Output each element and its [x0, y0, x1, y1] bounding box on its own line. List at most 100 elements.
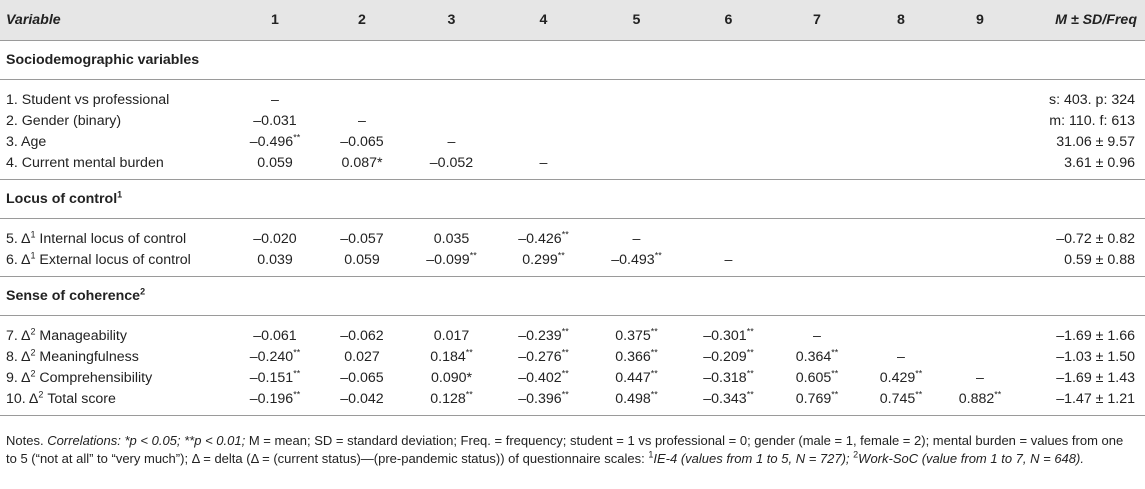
section-title: Sense of coherence2	[0, 275, 1145, 316]
section-title: Sociodemographic variables	[0, 40, 1145, 80]
corr-value: –	[897, 349, 905, 365]
corr-value: –0.099	[426, 252, 470, 268]
corr-cell-8: 0.429**	[860, 368, 942, 389]
significance-marker: **	[293, 132, 301, 143]
corr-value: 0.035	[433, 231, 470, 247]
corr-cell-6	[683, 229, 774, 250]
significance-marker: **	[650, 326, 658, 337]
row-mean-sd: s: 403. p: 324	[1049, 92, 1135, 108]
row-label-text: 2. Gender (binary)	[6, 113, 122, 129]
row-label-text: 6. Δ	[6, 252, 31, 268]
corr-cell-7: 0.364**	[774, 347, 860, 368]
spacer-row	[0, 218, 1145, 229]
row-label: 5. Δ1 Internal locus of control	[0, 229, 232, 250]
corr-value: 0.605	[795, 370, 832, 386]
corr-cell-8	[860, 132, 942, 153]
corr-cell-6: –0.209**	[683, 347, 774, 368]
corr-cell-4: –0.239**	[497, 326, 590, 347]
row-label-text: 7. Δ	[6, 328, 31, 344]
corr-cell-1: –0.240**	[232, 347, 318, 368]
corr-value: –0.061	[253, 328, 297, 344]
corr-cell-2: –0.042	[318, 388, 406, 416]
table-row: 7. Δ2 Manageability –0.061 –0.062 0.017 –0.2…	[0, 326, 1145, 347]
row-label: 2. Gender (binary)	[0, 111, 232, 132]
corr-cell-3: –0.052	[406, 152, 497, 180]
significance-marker: **	[650, 389, 658, 400]
corr-cell-3: 0.035	[406, 229, 497, 250]
corr-cell-5: 0.498**	[590, 388, 683, 416]
corr-value: 0.745	[879, 391, 916, 407]
section-title-sup: 2	[140, 285, 146, 296]
corr-cell-1: –0.196**	[232, 388, 318, 416]
corr-value: –0.209	[703, 349, 747, 365]
table-row: 9. Δ2 Comprehensibility –0.151** –0.065 0.0…	[0, 368, 1145, 389]
table-row: 6. Δ1 External locus of control 0.039 0.05…	[0, 249, 1145, 277]
corr-cell-8: –	[860, 347, 942, 368]
section-title-text: Sociodemographic variables	[6, 51, 200, 68]
row-mean-sd: 31.06 ± 9.57	[1056, 134, 1135, 150]
corr-cell-1: –0.061	[232, 326, 318, 347]
significance-marker: **	[465, 347, 473, 358]
row-label: 8. Δ2 Meaningfulness	[0, 347, 232, 368]
row-label-text: 4. Current mental burden	[6, 155, 164, 171]
table-notes: Notes. Correlations: *p < 0.05; **p < 0.…	[6, 432, 1136, 468]
row-label: 3. Age	[0, 132, 232, 153]
row-label-text: 10. Δ	[6, 391, 39, 407]
spacer-row	[0, 315, 1145, 326]
notes-sup-1: 1	[648, 449, 654, 460]
corr-cell-4: –0.396**	[497, 388, 590, 416]
significance-marker: **	[561, 229, 569, 240]
corr-cell-4: –0.276**	[497, 347, 590, 368]
corr-value: –0.196	[249, 391, 294, 407]
corr-cell-5: 0.375**	[590, 326, 683, 347]
corr-value: –0.062	[340, 328, 384, 344]
corr-cell-5	[590, 90, 683, 111]
header-row: Variable 1 2 3 4 5 6 7 8 9 M ± SD/Freq	[0, 0, 1145, 41]
significance-marker: **	[650, 368, 658, 379]
section-row: Locus of control1	[0, 178, 1145, 219]
corr-value: –0.402	[518, 370, 562, 386]
row-label: 10. Δ2 Total score	[0, 388, 232, 416]
corr-value: –	[976, 370, 984, 386]
header-col-1: 1	[232, 0, 318, 41]
corr-cell-4: –0.426**	[497, 229, 590, 250]
row-label-text: 3. Age	[6, 134, 47, 150]
corr-value: –0.020	[253, 231, 297, 247]
significance-marker: **	[650, 347, 658, 358]
header-col-4: 4	[497, 0, 590, 41]
notes-definitions: M = mean; SD = standard deviation; Freq.…	[6, 433, 1124, 466]
row-mean-sd: 3.61 ± 0.96	[1018, 152, 1145, 180]
corr-value: 0.429	[879, 370, 916, 386]
corr-value: –0.239	[518, 328, 562, 344]
delta-sup: 2	[38, 389, 44, 400]
corr-cell-7	[774, 229, 860, 250]
corr-value: 0.364	[795, 349, 832, 365]
corr-cell-2: –0.057	[318, 229, 406, 250]
row-label: 1. Student vs professional	[0, 90, 232, 111]
header-col-8: 8	[860, 0, 942, 41]
table-row: 3. Age –0.496** –0.065 – 31.06 ± 9.57	[0, 132, 1145, 153]
corr-value: –	[632, 231, 641, 247]
significance-marker: **	[293, 389, 301, 400]
delta-sup: 2	[30, 326, 36, 337]
corr-cell-4	[497, 132, 590, 153]
corr-cell-6	[683, 132, 774, 153]
corr-cell-7: 0.605**	[774, 368, 860, 389]
corr-value: –0.042	[340, 391, 384, 407]
significance-marker: **	[994, 389, 1002, 400]
corr-value: –0.301	[703, 328, 747, 344]
row-mean-sd: m: 110. f: 613	[1049, 113, 1135, 129]
corr-cell-7	[774, 90, 860, 111]
corr-cell-5	[590, 132, 683, 153]
corr-cell-4: –0.402**	[497, 368, 590, 389]
section-title-text: Locus of control	[6, 190, 118, 207]
corr-value: –0.065	[340, 370, 384, 386]
corr-value: –0.151	[249, 370, 294, 386]
corr-cell-7: 0.769**	[774, 388, 860, 416]
corr-cell-2: 0.087*	[318, 152, 406, 180]
corr-cell-5	[590, 111, 683, 132]
notes-correlations: Correlations: *p < 0.05; **p < 0.01;	[47, 433, 249, 448]
corr-value: –0.318	[703, 370, 747, 386]
section-title-text: Sense of coherence	[6, 287, 141, 304]
row-mean-sd: 0.59 ± 0.88	[1018, 249, 1145, 277]
